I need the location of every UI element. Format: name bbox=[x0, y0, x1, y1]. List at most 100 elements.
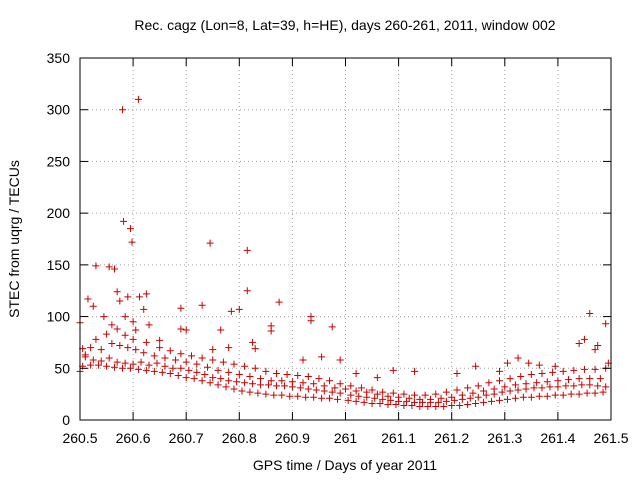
data-point bbox=[466, 394, 474, 402]
data-point bbox=[113, 325, 121, 333]
data-point bbox=[442, 397, 450, 405]
data-point bbox=[120, 217, 128, 225]
data-point bbox=[376, 399, 384, 407]
data-point bbox=[89, 302, 97, 310]
data-point bbox=[594, 382, 602, 390]
data-point bbox=[347, 382, 355, 390]
data-point bbox=[448, 393, 456, 401]
data-point bbox=[328, 388, 336, 396]
data-point bbox=[299, 379, 307, 387]
data-point bbox=[126, 364, 134, 372]
data-point bbox=[111, 265, 119, 273]
data-point bbox=[251, 364, 259, 372]
data-point bbox=[440, 403, 448, 411]
data-point bbox=[182, 374, 190, 382]
data-point bbox=[591, 389, 599, 397]
data-point bbox=[280, 382, 288, 390]
data-point bbox=[522, 380, 530, 388]
data-point bbox=[233, 378, 241, 386]
data-point bbox=[400, 390, 408, 398]
data-point bbox=[432, 403, 440, 411]
data-point bbox=[262, 367, 270, 375]
data-point bbox=[150, 367, 158, 375]
data-point bbox=[92, 262, 100, 270]
data-point bbox=[578, 381, 586, 389]
data-point bbox=[134, 95, 142, 103]
data-point bbox=[352, 369, 360, 377]
data-point bbox=[514, 386, 522, 394]
data-point bbox=[235, 370, 243, 378]
data-point bbox=[320, 382, 328, 390]
data-point bbox=[448, 402, 456, 410]
data-point bbox=[193, 368, 201, 376]
x-tick-label: 261 bbox=[334, 430, 358, 446]
data-point bbox=[278, 391, 286, 399]
data-point bbox=[368, 386, 376, 394]
y-tick-label: 0 bbox=[62, 412, 70, 428]
data-point bbox=[214, 381, 222, 389]
x-tick-label: 260.7 bbox=[169, 430, 204, 446]
data-point bbox=[81, 351, 89, 359]
x-tick-label: 261.2 bbox=[434, 430, 469, 446]
data-point bbox=[121, 359, 129, 367]
data-point bbox=[230, 360, 238, 368]
data-point bbox=[586, 375, 594, 383]
data-point bbox=[411, 398, 419, 406]
data-point bbox=[251, 345, 259, 353]
data-point bbox=[525, 359, 533, 367]
data-point bbox=[156, 336, 164, 344]
data-point bbox=[347, 391, 355, 399]
data-point bbox=[506, 375, 514, 383]
data-point bbox=[225, 344, 233, 352]
data-point bbox=[474, 393, 482, 401]
data-point bbox=[140, 349, 148, 357]
data-point bbox=[172, 356, 180, 364]
data-point bbox=[296, 384, 304, 392]
data-point bbox=[265, 381, 273, 389]
data-point bbox=[580, 365, 588, 373]
data-point bbox=[278, 377, 286, 385]
data-point bbox=[209, 374, 217, 382]
data-point bbox=[326, 394, 334, 402]
data-point bbox=[275, 298, 283, 306]
data-point bbox=[89, 356, 97, 364]
data-point bbox=[129, 318, 137, 326]
data-point bbox=[570, 382, 578, 390]
data-point bbox=[554, 383, 562, 391]
data-point bbox=[193, 360, 201, 368]
data-point bbox=[129, 360, 137, 368]
data-point bbox=[124, 293, 132, 301]
data-point bbox=[288, 378, 296, 386]
data-point bbox=[379, 395, 387, 403]
data-point bbox=[105, 263, 113, 271]
data-point bbox=[118, 364, 126, 372]
y-tick-label: 200 bbox=[47, 205, 71, 221]
data-point bbox=[586, 381, 594, 389]
x-tick-label: 260.6 bbox=[116, 430, 151, 446]
data-point bbox=[527, 393, 535, 401]
data-point bbox=[249, 338, 257, 346]
data-point bbox=[257, 375, 265, 383]
data-point bbox=[474, 382, 482, 390]
data-point bbox=[87, 361, 95, 369]
data-point bbox=[575, 339, 583, 347]
data-point bbox=[318, 353, 326, 361]
data-point bbox=[142, 366, 150, 374]
data-point bbox=[583, 389, 591, 397]
data-point bbox=[535, 392, 543, 400]
data-point bbox=[254, 389, 262, 397]
data-point bbox=[360, 398, 368, 406]
data-point bbox=[495, 367, 503, 375]
data-point bbox=[326, 377, 334, 385]
data-point bbox=[511, 381, 519, 389]
data-point bbox=[135, 293, 143, 301]
y-axis-label: STEC from uqrg / TECUs bbox=[6, 160, 22, 318]
data-point bbox=[108, 321, 116, 329]
data-point bbox=[95, 361, 103, 369]
data-point bbox=[111, 363, 119, 371]
data-point bbox=[97, 357, 105, 365]
data-point bbox=[225, 368, 233, 376]
data-point bbox=[472, 399, 480, 407]
data-point bbox=[103, 362, 111, 370]
data-point bbox=[498, 388, 506, 396]
